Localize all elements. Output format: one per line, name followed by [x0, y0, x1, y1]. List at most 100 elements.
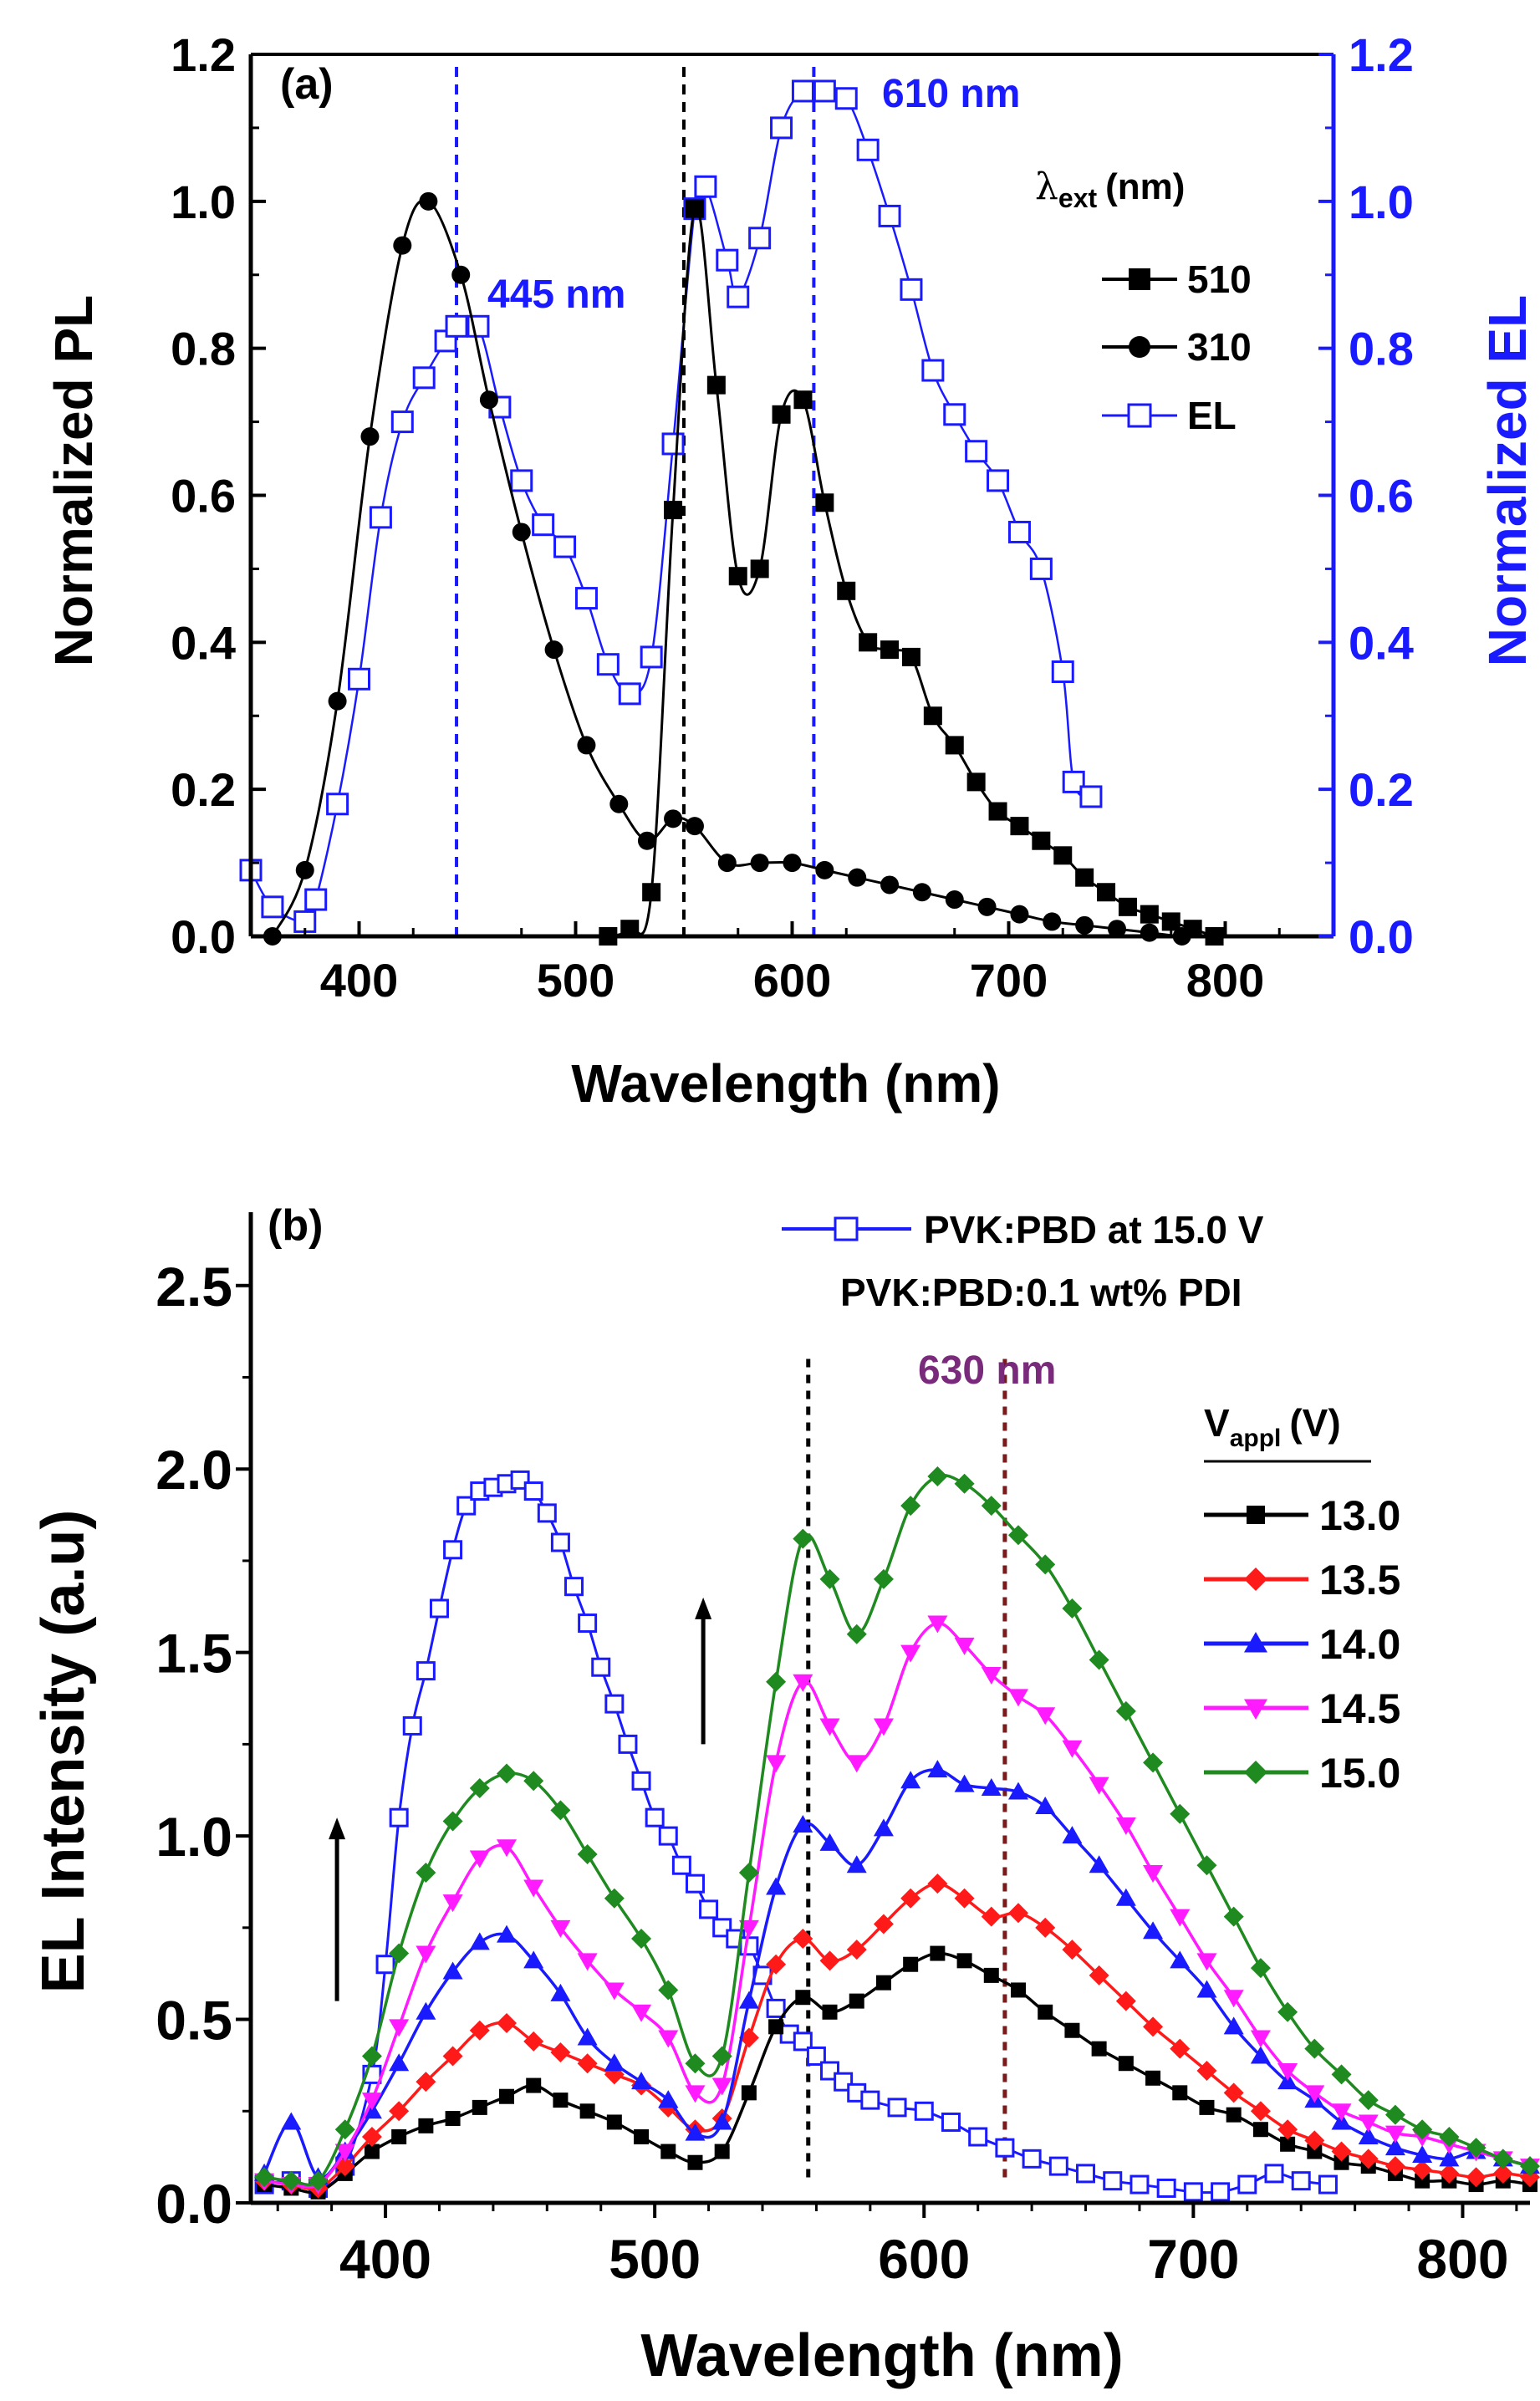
panel-a-series-310-point	[295, 860, 314, 879]
panel-b-series-15-0-point	[389, 1943, 410, 1964]
panel-b-series-14-5-point	[793, 1674, 813, 1692]
panel-b-series-14-0-point	[873, 1818, 894, 1837]
panel-b-series-14-5-point	[819, 1718, 840, 1736]
panel-b-series-13-5-point	[1412, 2159, 1433, 2180]
panel-b-series-13-0-point	[822, 2004, 838, 2020]
panel-b-series-13-5-point	[550, 2042, 571, 2063]
panel-b-series-15-0-point	[1466, 2138, 1486, 2159]
legend-label-pvk-pbd: PVK:PBD at 15.0 V	[924, 1208, 1264, 1251]
panel-b-series-13-0-point	[391, 2129, 407, 2144]
panel-a-series-510-point	[642, 883, 661, 902]
panel-b-series-14-0-point	[577, 2027, 598, 2046]
legend-marker-510	[1129, 268, 1150, 290]
panel-a-series-310-point	[664, 809, 683, 828]
panel-a-series-510-point	[1161, 912, 1180, 931]
legend-label-15-0: 15.0	[1319, 1750, 1400, 1797]
panel-a-series-el-point	[553, 535, 577, 558]
panel-b-voltage-legend: Vappl (V) 13.0 13.5 14.0 14.5 15.0	[1204, 1401, 1400, 1797]
panel-b-series-15-0-point	[766, 1671, 787, 1692]
panel-a-series-510-point	[945, 736, 964, 755]
panel-b-series-13-0-point	[364, 2144, 380, 2159]
panel-b-y-axis-title: EL Intensity (a.u)	[30, 1510, 97, 1994]
panel-a-y-tick-label-left: 1.0	[171, 176, 236, 228]
panel-a-y-tick-label-left: 1.2	[171, 28, 236, 81]
panel-b-reference-legend: PVK:PBD at 15.0 V PVK:PBD:0.1 wt% PDI	[782, 1208, 1264, 1314]
panel-b-series-14-5-point	[1035, 1707, 1056, 1726]
panel-b-series-14-5-point	[389, 2019, 410, 2037]
panel-b-series-13-0-point	[875, 1975, 891, 1991]
panel-b-series-pvk-pbd-at-15-0-v-point	[658, 1826, 678, 1846]
panel-b-series-13-5-point	[1384, 2156, 1405, 2177]
panel-b-series-pvk-pbd-at-15-0-v-point	[604, 1694, 625, 1714]
panel-a-series-el-point	[532, 513, 555, 537]
panel-a-series-el-point	[748, 227, 772, 250]
panel-b-y-tick-label: 2.0	[156, 1439, 232, 1501]
panel-b-annotation-630nm: 630 nm	[918, 1348, 1056, 1393]
panel-b-series-13-0-point	[445, 2111, 461, 2127]
panel-b-series-13-5-point	[1062, 1940, 1083, 1960]
panel-b-series-pvk-pbd-at-15-0-v-point	[550, 1532, 570, 1552]
panel-a-series-510-point	[793, 390, 813, 410]
panel-b-series-14-0-point	[685, 2123, 706, 2141]
panel-a-series-510-point	[1053, 846, 1073, 865]
panel-b-series-pvk-pbd-at-15-0-v-point	[887, 2098, 907, 2118]
panel-b-series-13-5-point	[1223, 2082, 1244, 2103]
panel-a-series-510-point	[859, 633, 878, 652]
panel-b-series-13-0-point	[1252, 2122, 1268, 2138]
panel-a-series-el-point	[618, 682, 641, 706]
panel-a-y-tick-label-right: 1.0	[1349, 176, 1414, 228]
legend-marker-el	[1127, 403, 1152, 428]
panel-b-series-14-0-point	[846, 1855, 867, 1873]
panel-b-series-13-0-point	[499, 2088, 514, 2104]
panel-b-series-13-0-point	[472, 2099, 487, 2115]
panel-a-y-tick-label-right: 1.2	[1349, 28, 1414, 81]
panel-b-series-14-5-point	[1170, 1909, 1191, 1927]
panel-a-series-el-point	[1079, 785, 1103, 808]
panel-b-series-pvk-pbd-at-15-0-v-point	[645, 1807, 665, 1828]
panel-b-x-tick-label: 700	[1147, 2228, 1239, 2290]
panel-a-series-510-point	[966, 772, 986, 792]
panel-a-y-tick-label-left: 0.0	[171, 910, 236, 963]
panel-b-series-14-5-point	[550, 1919, 571, 1938]
panel-b-series-14-5-point	[1223, 1990, 1244, 2008]
panel-a-series-310-point	[783, 854, 802, 873]
panel-b-increase-arrow-head	[695, 1597, 712, 1619]
panel-b-legend-title: Vappl (V)	[1204, 1401, 1341, 1452]
panel-b-series-13-0-point	[1280, 2136, 1296, 2152]
panel-b-series-14-0-point	[658, 2090, 679, 2108]
panel-a-series-el-point	[434, 329, 457, 353]
panel-b-series-13-0-point	[660, 2144, 676, 2159]
panel-b-series-15-0-point	[1277, 2001, 1298, 2022]
panel-b-series-13-5-point	[1035, 1917, 1056, 1938]
panel-a-series-310-point	[609, 794, 629, 813]
panel-b-series-13-0-point	[1307, 2144, 1323, 2159]
panel-a-series-el-point	[727, 285, 750, 308]
panel-b-series-15-0-point	[550, 1800, 571, 1821]
panel-a-legend: λext (nm) 510 310 EL	[1035, 166, 1252, 437]
panel-b-series-15-0-point	[1170, 1803, 1191, 1824]
panel-b-series-13-0-point	[1118, 2056, 1134, 2072]
panel-b-series-13-0-point	[418, 2118, 434, 2133]
panel-b-series-pvk-pbd-at-15-0-v-point	[1211, 2182, 1231, 2202]
panel-a-series-510-point	[988, 802, 1007, 821]
panel-b-series-15-0-point	[1412, 2119, 1433, 2140]
panel-b-series-14-5-point	[927, 1615, 948, 1634]
panel-a-series-el-point	[813, 79, 836, 103]
panel-a-legend-title-unit: (nm)	[1105, 166, 1185, 207]
panel-a-series-310-point	[637, 831, 656, 850]
panel-b-series-13-5-point	[1304, 2130, 1325, 2151]
panel-b-series-14-5-point	[1115, 1817, 1136, 1835]
panel-b-series-14-5-point	[1304, 2085, 1325, 2103]
panel-a-legend-title-sub: ext	[1058, 183, 1098, 213]
panel-a-series-el-point	[943, 403, 966, 426]
panel-a-series-310-point	[328, 691, 347, 711]
panel-b-series-14-0-point	[981, 1778, 1002, 1797]
panel-b-series-pvk-pbd-at-15-0-v-point	[1291, 2171, 1311, 2191]
panel-b-series-pvk-pbd-at-15-0-v-point	[389, 1807, 409, 1828]
panel-a-series-510-point	[1118, 897, 1137, 916]
panel-b-series-14-5-point	[711, 2077, 732, 2096]
panel-a-y-tick-label-left: 0.2	[171, 763, 236, 816]
panel-a-series-310-point	[750, 854, 769, 873]
panel-b-series-15-0-point	[1062, 1598, 1083, 1619]
panel-b-series-pvk-pbd-at-15-0-v-point	[860, 2090, 880, 2110]
